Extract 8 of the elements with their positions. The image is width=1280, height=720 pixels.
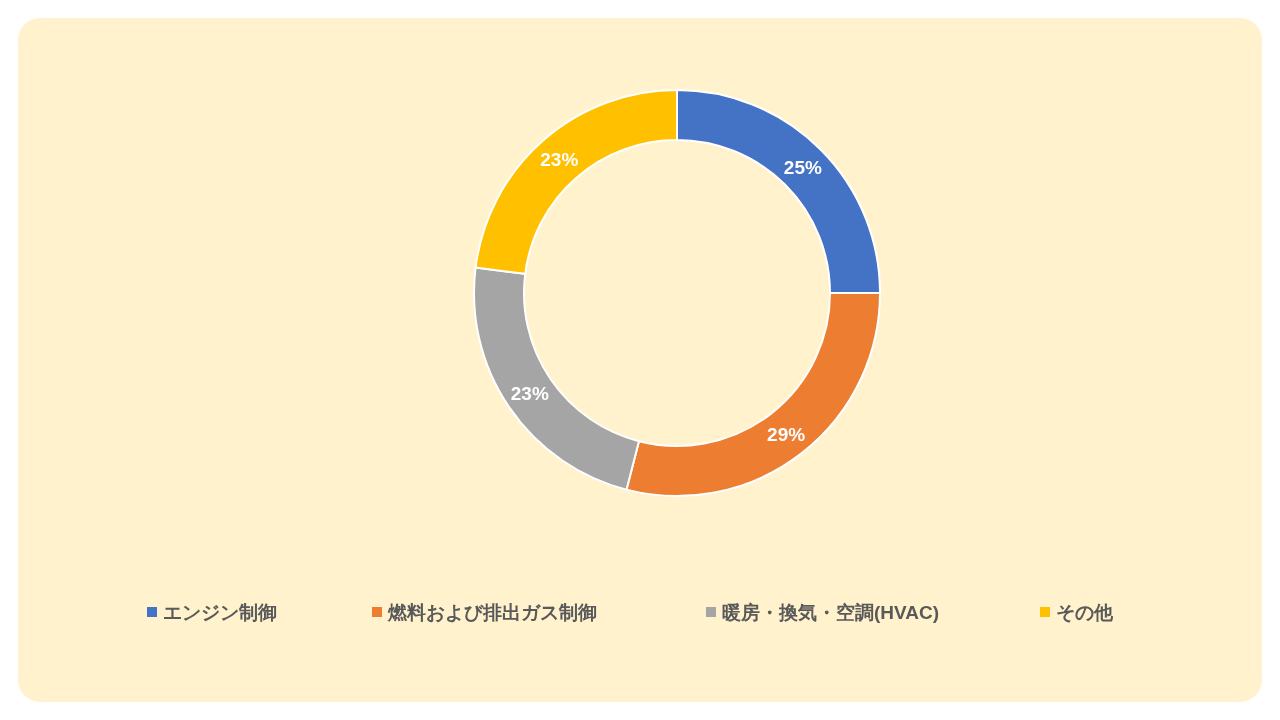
data-label: 23%: [540, 149, 579, 171]
data-label: 23%: [510, 383, 549, 405]
legend-label: エンジン制御: [163, 602, 277, 623]
legend-label: その他: [1056, 602, 1114, 623]
data-label: 25%: [783, 157, 822, 179]
legend-label: 暖房・換気・空調(HVAC): [722, 602, 940, 623]
legend-label: 燃料および排出ガス制御: [387, 602, 597, 623]
data-label: 29%: [767, 423, 806, 445]
